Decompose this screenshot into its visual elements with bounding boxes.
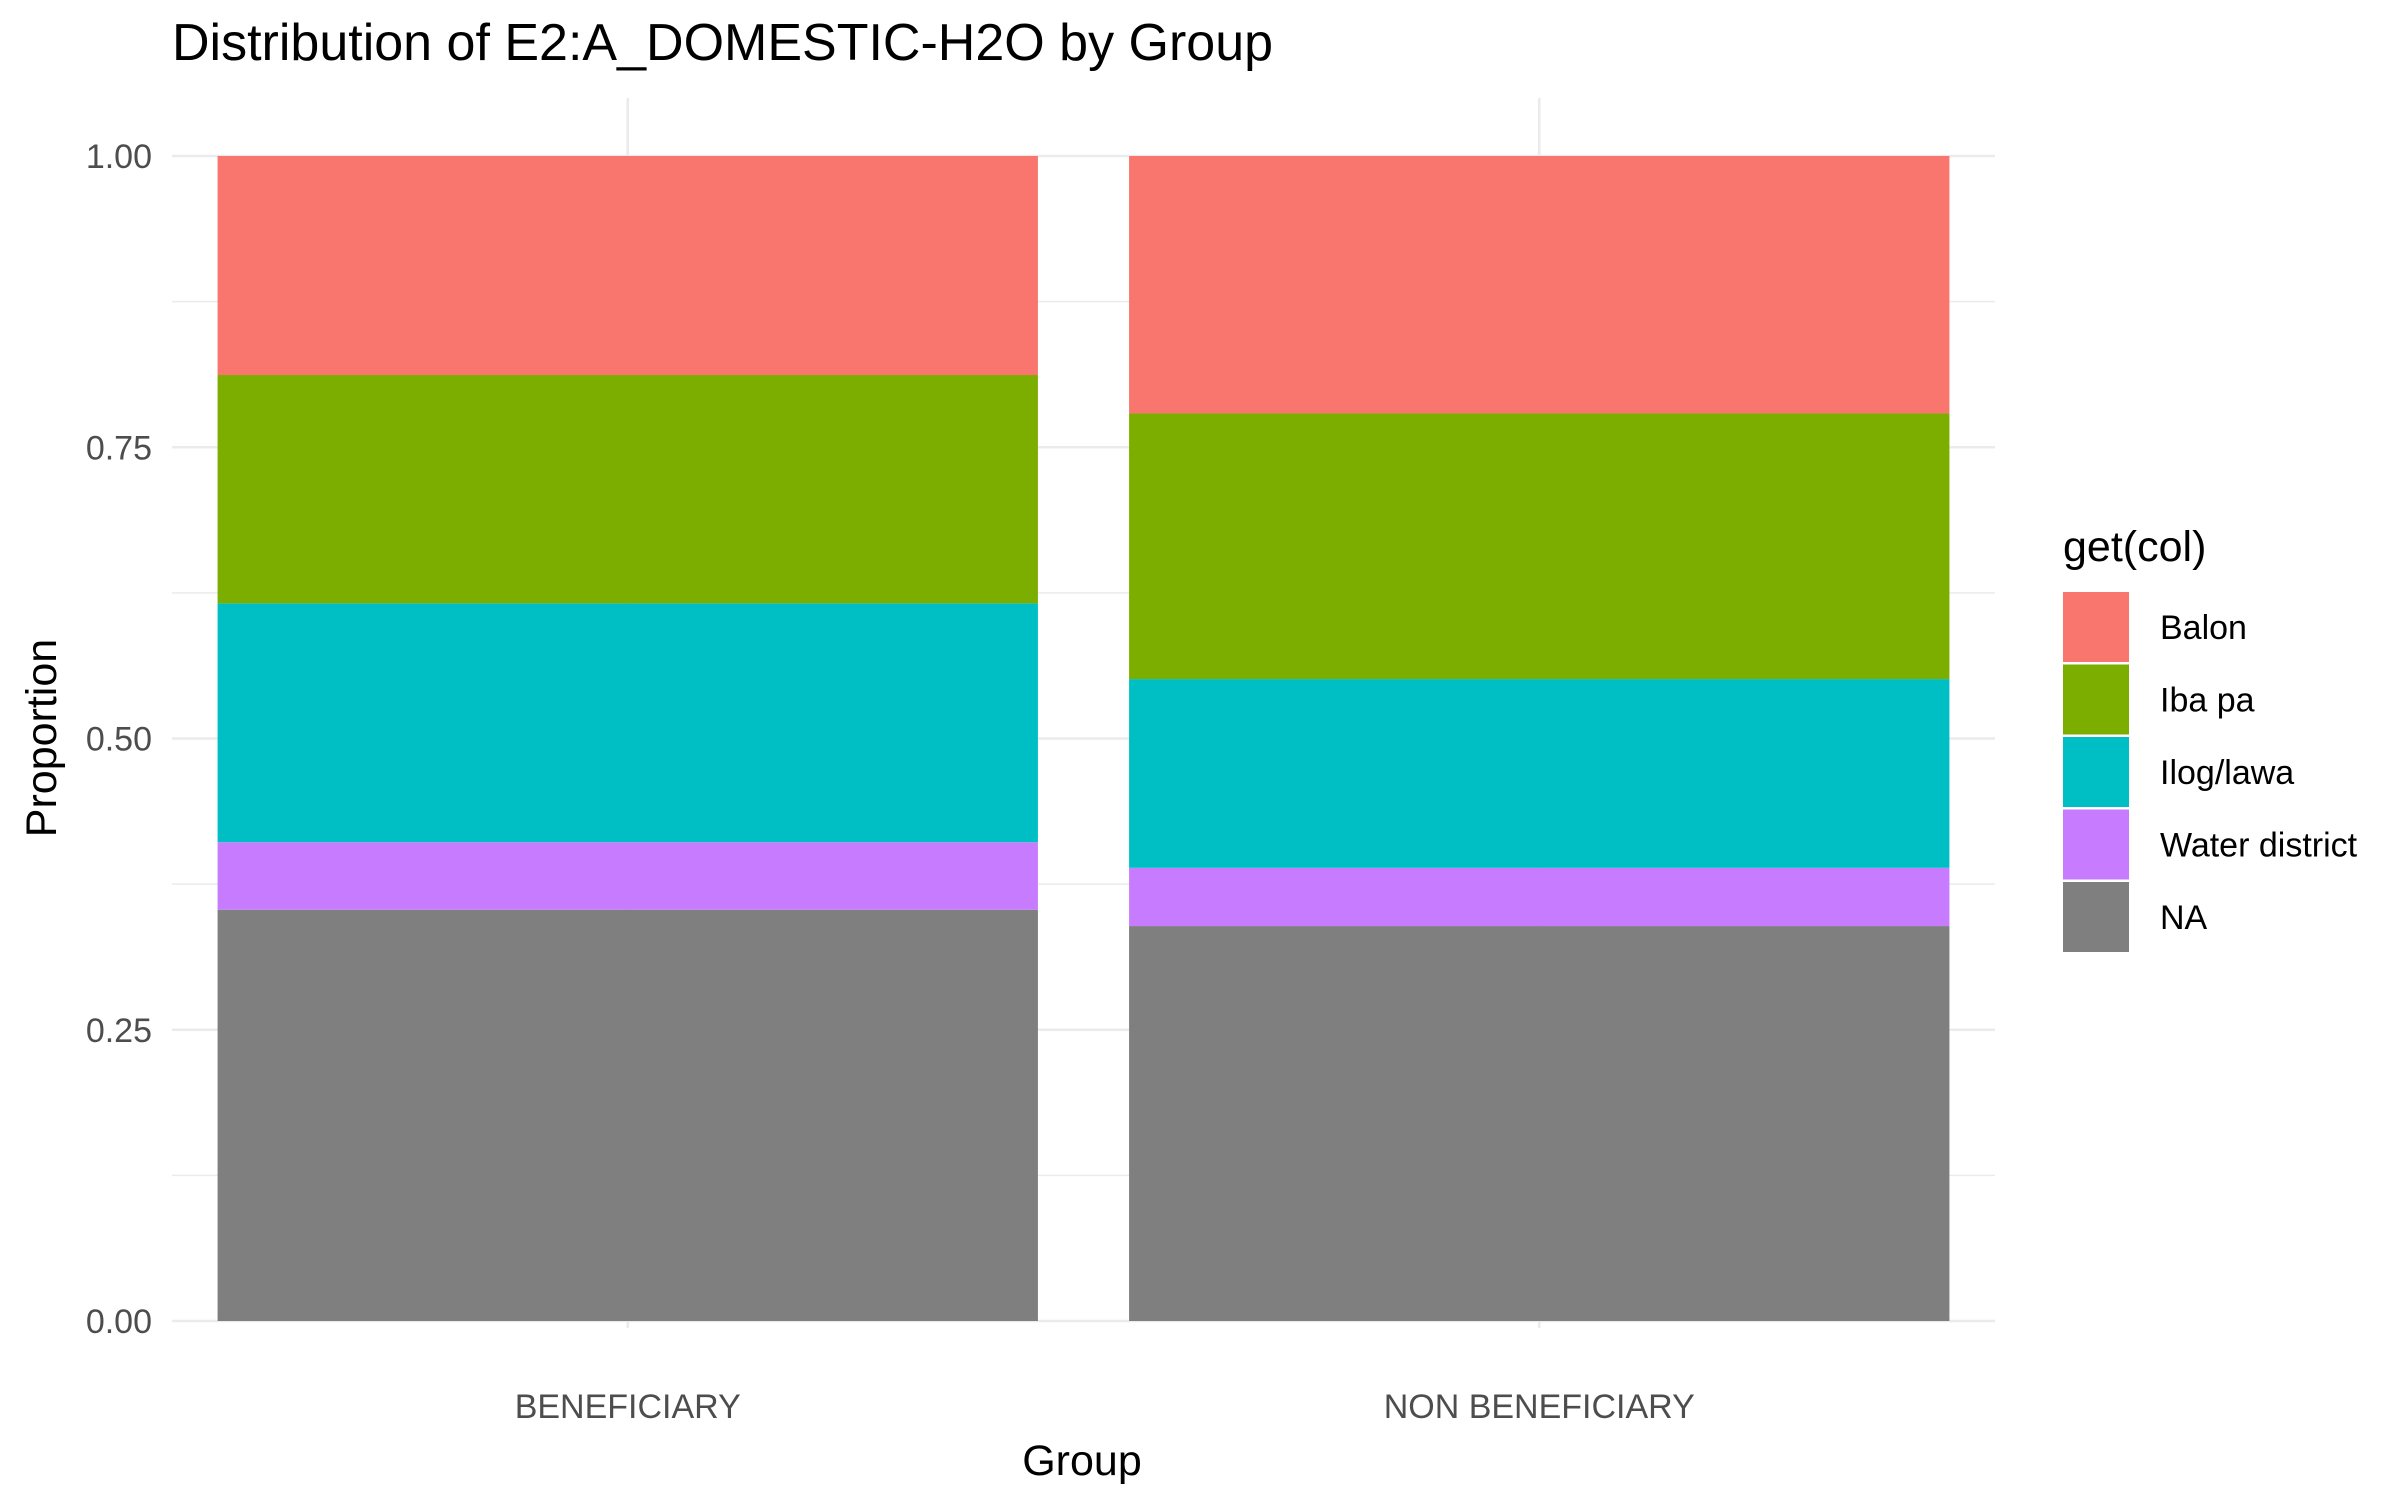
legend-key [2063,664,2129,735]
x-tick-label: BENEFICIARY [515,1388,741,1426]
legend-label: Water district [2160,827,2358,865]
x-tick-label: NON BENEFICIARY [1384,1388,1695,1426]
legend-key [2063,882,2129,952]
bar-segment-balon-non-beneficiary [1129,156,1950,414]
bar-segment-iba-pa-beneficiary [217,375,1038,604]
x-axis-title: Group [1022,1437,1142,1485]
bar-segment-balon-beneficiary [217,156,1038,376]
bar-segment-water-district-non-beneficiary [1129,867,1950,927]
legend-key [2063,809,2129,880]
bar-segment-ilog-lawa-beneficiary [217,603,1038,843]
bar-segment-na-beneficiary [217,909,1038,1321]
y-tick-label: 0.00 [86,1303,152,1341]
y-axis: 0.00 0.25 0.50 0.75 1.00 [86,138,152,1341]
legend-label: NA [2160,899,2208,937]
legend-label: Balon [2160,609,2247,647]
legend-key [2063,737,2129,807]
legend-label: Iba pa [2160,682,2255,720]
legend: get(col) Balon Iba pa Ilog/lawa Water distr… [2063,523,2358,952]
bars [217,156,1950,1321]
y-tick-label: 0.25 [86,1012,152,1050]
y-tick-label: 0.50 [86,721,152,759]
bar-segment-iba-pa-non-beneficiary [1129,413,1950,680]
legend-title: get(col) [2063,523,2206,571]
bar-segment-na-non-beneficiary [1129,926,1950,1321]
bar-segment-ilog-lawa-non-beneficiary [1129,679,1950,868]
y-axis-title: Proportion [18,639,66,837]
legend-label: Ilog/lawa [2160,754,2294,792]
y-tick-label: 0.75 [86,429,152,467]
legend-key [2063,592,2129,662]
x-axis: BENEFICIARY NON BENEFICIARY [515,1388,1695,1426]
bar-segment-water-district-beneficiary [217,842,1038,910]
y-tick-label: 1.00 [86,138,152,176]
chart-title: Distribution of E2:A_DOMESTIC-H2O by Gro… [172,14,1273,72]
